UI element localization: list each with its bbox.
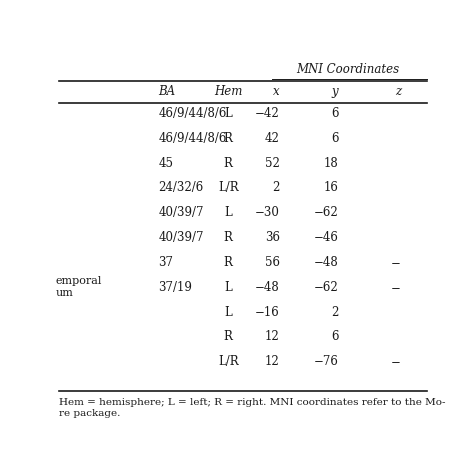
Text: 24/32/6: 24/32/6 bbox=[158, 182, 204, 194]
Text: −62: −62 bbox=[314, 281, 338, 294]
Text: MNI Coordinates: MNI Coordinates bbox=[296, 63, 399, 76]
Text: −16: −16 bbox=[255, 306, 280, 319]
Text: −: − bbox=[391, 281, 401, 294]
Text: 42: 42 bbox=[265, 132, 280, 145]
Text: 56: 56 bbox=[264, 256, 280, 269]
Text: −62: −62 bbox=[314, 206, 338, 219]
Text: −48: −48 bbox=[255, 281, 280, 294]
Text: R: R bbox=[224, 330, 233, 343]
Text: L: L bbox=[224, 107, 232, 120]
Text: R: R bbox=[224, 231, 233, 244]
Text: Hem: Hem bbox=[214, 85, 242, 98]
Text: −76: −76 bbox=[314, 355, 338, 368]
Text: R: R bbox=[224, 156, 233, 170]
Text: 36: 36 bbox=[264, 231, 280, 244]
Text: 12: 12 bbox=[265, 355, 280, 368]
Text: −30: −30 bbox=[255, 206, 280, 219]
Text: 18: 18 bbox=[324, 156, 338, 170]
Text: 40/39/7: 40/39/7 bbox=[158, 231, 204, 244]
Text: emporal
um: emporal um bbox=[55, 276, 102, 298]
Text: y: y bbox=[332, 85, 338, 98]
Text: L/R: L/R bbox=[218, 182, 238, 194]
Text: 2: 2 bbox=[331, 306, 338, 319]
Text: z: z bbox=[395, 85, 401, 98]
Text: 12: 12 bbox=[265, 330, 280, 343]
Text: L/R: L/R bbox=[218, 355, 238, 368]
Text: 37: 37 bbox=[158, 256, 173, 269]
Text: 46/9/44/8/6: 46/9/44/8/6 bbox=[158, 107, 227, 120]
Text: 52: 52 bbox=[265, 156, 280, 170]
Text: BA: BA bbox=[158, 85, 175, 98]
Text: L: L bbox=[224, 306, 232, 319]
Text: L: L bbox=[224, 206, 232, 219]
Text: Hem = hemisphere; L = left; R = right. MNI coordinates refer to the Mo-: Hem = hemisphere; L = left; R = right. M… bbox=[59, 398, 446, 407]
Text: 6: 6 bbox=[331, 330, 338, 343]
Text: 45: 45 bbox=[158, 156, 173, 170]
Text: R: R bbox=[224, 132, 233, 145]
Text: −: − bbox=[391, 355, 401, 368]
Text: 6: 6 bbox=[331, 132, 338, 145]
Text: 6: 6 bbox=[331, 107, 338, 120]
Text: R: R bbox=[224, 256, 233, 269]
Text: 40/39/7: 40/39/7 bbox=[158, 206, 204, 219]
Text: −46: −46 bbox=[314, 231, 338, 244]
Text: 16: 16 bbox=[324, 182, 338, 194]
Text: −48: −48 bbox=[314, 256, 338, 269]
Text: −42: −42 bbox=[255, 107, 280, 120]
Text: −: − bbox=[391, 256, 401, 269]
Text: re package.: re package. bbox=[59, 409, 120, 418]
Text: 37/19: 37/19 bbox=[158, 281, 192, 294]
Text: L: L bbox=[224, 281, 232, 294]
Text: 46/9/44/8/6: 46/9/44/8/6 bbox=[158, 132, 227, 145]
Text: x: x bbox=[273, 85, 280, 98]
Text: 2: 2 bbox=[272, 182, 280, 194]
